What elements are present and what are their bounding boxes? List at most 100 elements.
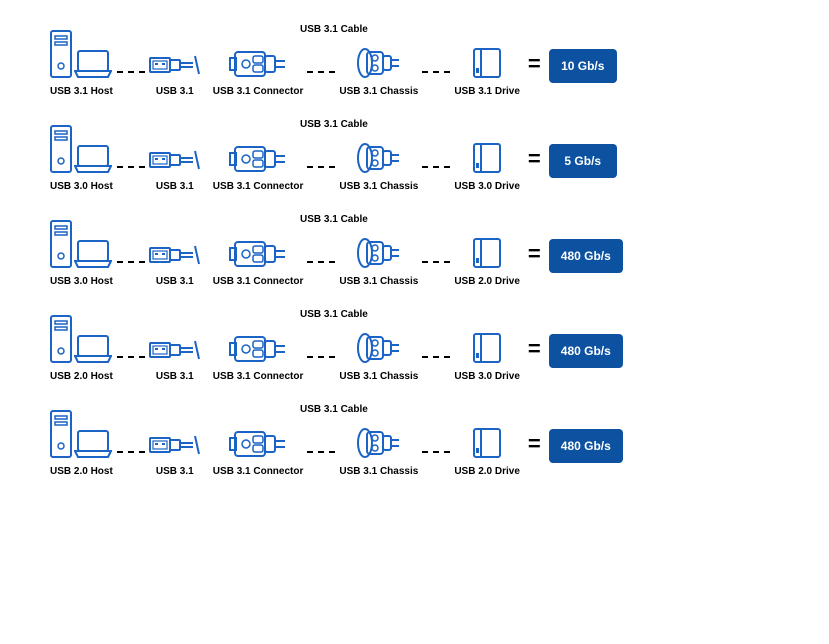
usb-chain-row: USB 3.1 Cable USB 3.1 Host USB 3.1 USB 3… (50, 30, 779, 97)
cable-col: USB 3.1 (149, 337, 201, 382)
usb-chain-row: USB 3.1 Cable USB 3.0 Host USB 3.1 USB 3… (50, 125, 779, 192)
chassis-label: USB 3.1 Chassis (339, 181, 418, 192)
laptop-icon (74, 240, 112, 268)
dash-connector (422, 451, 450, 453)
chassis-col: USB 3.1 Chassis (339, 238, 418, 287)
speed-badge: 480 Gb/s (549, 334, 623, 368)
cable-col: USB 3.1 (149, 147, 201, 192)
dash-connector (307, 71, 335, 73)
equals-sign: = (528, 241, 541, 267)
usb-cable-icon (149, 242, 201, 268)
cable-label: USB 3.1 (156, 371, 194, 382)
drive-icon (473, 48, 501, 78)
speed-badge: 5 Gb/s (549, 144, 617, 178)
host-col: USB 2.0 Host (50, 410, 113, 477)
chassis-label: USB 3.1 Chassis (339, 86, 418, 97)
drive-col: USB 2.0 Drive (454, 238, 520, 287)
usb-chain-row: USB 3.1 Cable USB 2.0 Host USB 3.1 USB 3… (50, 315, 779, 382)
dash-connector (422, 71, 450, 73)
cable-top-label: USB 3.1 Cable (300, 309, 368, 320)
chassis-col: USB 3.1 Chassis (339, 333, 418, 382)
host-col: USB 3.0 Host (50, 220, 113, 287)
cable-top-label: USB 3.1 Cable (300, 404, 368, 415)
cable-col: USB 3.1 (149, 432, 201, 477)
dash-connector (117, 356, 145, 358)
speed-badge: 480 Gb/s (549, 429, 623, 463)
dash-connector (307, 451, 335, 453)
host-label: USB 3.1 Host (50, 86, 113, 97)
cable-top-label: USB 3.1 Cable (300, 119, 368, 130)
tower-icon (50, 30, 72, 78)
dash-connector (307, 261, 335, 263)
connector-label: USB 3.1 Connector (213, 86, 304, 97)
usb-chain-row: USB 3.1 Cable USB 3.0 Host USB 3.1 USB 3… (50, 220, 779, 287)
tower-icon (50, 315, 72, 363)
dash-connector (422, 166, 450, 168)
usb-cable-icon (149, 147, 201, 173)
host-col: USB 2.0 Host (50, 315, 113, 382)
dash-connector (117, 166, 145, 168)
chassis-col: USB 3.1 Chassis (339, 428, 418, 477)
cable-col: USB 3.1 (149, 242, 201, 287)
dash-connector (307, 356, 335, 358)
dash-connector (117, 261, 145, 263)
speed-badge: 10 Gb/s (549, 49, 617, 83)
connector-col: USB 3.1 Connector (213, 430, 304, 477)
cable-label: USB 3.1 (156, 466, 194, 477)
tower-icon (50, 125, 72, 173)
usb-chain-row: USB 3.1 Cable USB 2.0 Host USB 3.1 USB 3… (50, 410, 779, 477)
chassis-label: USB 3.1 Chassis (339, 466, 418, 477)
dash-connector (422, 356, 450, 358)
drive-col: USB 3.0 Drive (454, 143, 520, 192)
cable-label: USB 3.1 (156, 276, 194, 287)
chassis-label: USB 3.1 Chassis (339, 276, 418, 287)
host-label: USB 3.0 Host (50, 276, 113, 287)
drive-col: USB 3.0 Drive (454, 333, 520, 382)
speed-badge: 480 Gb/s (549, 239, 623, 273)
cable-col: USB 3.1 (149, 52, 201, 97)
equals-sign: = (528, 336, 541, 362)
chassis-icon (357, 143, 401, 173)
host-label: USB 2.0 Host (50, 371, 113, 382)
laptop-icon (74, 430, 112, 458)
laptop-icon (74, 145, 112, 173)
drive-icon (473, 143, 501, 173)
connector-icon (229, 430, 287, 458)
usb-cable-icon (149, 337, 201, 363)
connector-col: USB 3.1 Connector (213, 145, 304, 192)
chassis-icon (357, 333, 401, 363)
equals-sign: = (528, 51, 541, 77)
drive-icon (473, 333, 501, 363)
connector-icon (229, 335, 287, 363)
dash-connector (307, 166, 335, 168)
chassis-icon (357, 48, 401, 78)
host-col: USB 3.1 Host (50, 30, 113, 97)
dash-connector (117, 451, 145, 453)
connector-label: USB 3.1 Connector (213, 181, 304, 192)
usb-cable-icon (149, 432, 201, 458)
drive-label: USB 2.0 Drive (454, 276, 520, 287)
cable-top-label: USB 3.1 Cable (300, 214, 368, 225)
usb-cable-icon (149, 52, 201, 78)
laptop-icon (74, 335, 112, 363)
connector-label: USB 3.1 Connector (213, 466, 304, 477)
cable-label: USB 3.1 (156, 86, 194, 97)
drive-icon (473, 238, 501, 268)
connector-label: USB 3.1 Connector (213, 371, 304, 382)
chassis-icon (357, 238, 401, 268)
cable-label: USB 3.1 (156, 181, 194, 192)
drive-label: USB 3.0 Drive (454, 371, 520, 382)
dash-connector (117, 71, 145, 73)
host-col: USB 3.0 Host (50, 125, 113, 192)
host-label: USB 3.0 Host (50, 181, 113, 192)
connector-icon (229, 240, 287, 268)
connector-icon (229, 145, 287, 173)
connector-col: USB 3.1 Connector (213, 240, 304, 287)
laptop-icon (74, 50, 112, 78)
drive-col: USB 3.1 Drive (454, 48, 520, 97)
drive-label: USB 3.1 Drive (454, 86, 520, 97)
drive-label: USB 2.0 Drive (454, 466, 520, 477)
cable-top-label: USB 3.1 Cable (300, 24, 368, 35)
connector-label: USB 3.1 Connector (213, 276, 304, 287)
drive-icon (473, 428, 501, 458)
